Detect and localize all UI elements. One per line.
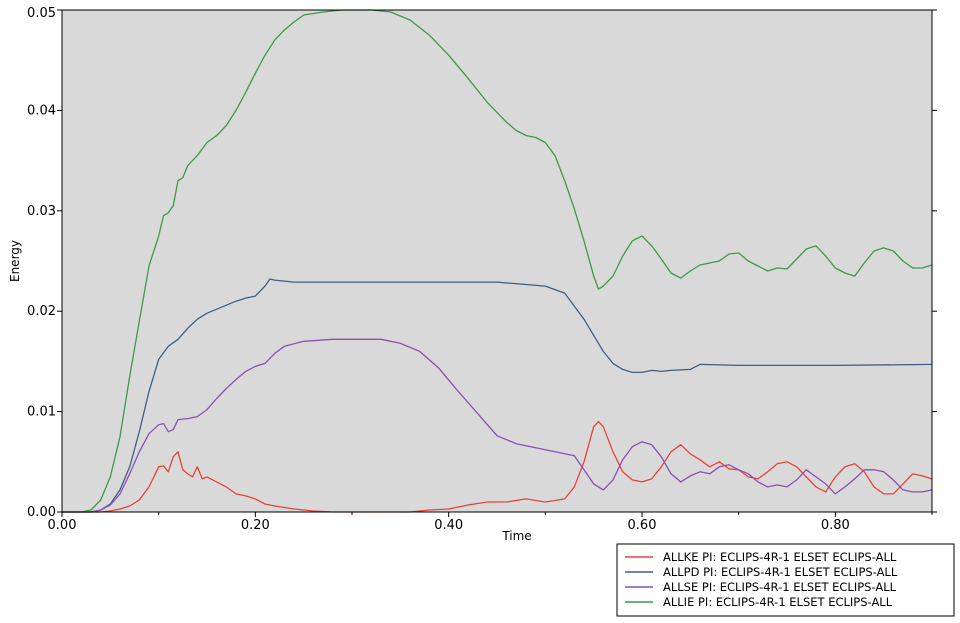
series-line-2 — [62, 278, 933, 513]
series-lines — [62, 9, 933, 513]
series-line-4 — [62, 9, 933, 513]
plot-area — [62, 10, 932, 512]
legend-entry: ALLSE PI: ECLIPS-4R-1 ELSET ECLIPS-ALL — [663, 580, 897, 594]
y-axis-label: Energy — [8, 240, 22, 282]
y-tick-label: 0.05 — [27, 6, 56, 21]
x-tick-label: 0.20 — [241, 518, 270, 533]
y-tick-label: 0.02 — [27, 304, 56, 319]
x-axis: 0.00 0.20 0.40 0.60 0.80 — [48, 512, 933, 533]
y-tick-label: 0.04 — [27, 103, 56, 118]
y-tick-label: 0.01 — [27, 405, 56, 420]
y-tick-label: 0.03 — [27, 204, 56, 219]
x-tick-label: 0.40 — [434, 518, 463, 533]
legend-box — [616, 543, 955, 617]
legend-entry: ALLKE PI: ECLIPS-4R-1 ELSET ECLIPS-ALL — [663, 550, 897, 564]
series-line-3 — [62, 338, 933, 513]
legend-entry: ALLPD PI: ECLIPS-4R-1 ELSET ECLIPS-ALL — [663, 565, 898, 579]
y-tick-label: 0.00 — [27, 505, 56, 520]
y-axis: 0.00 0.01 0.02 0.03 0.04 0.05 — [27, 6, 937, 520]
x-tick-label: 0.00 — [48, 518, 77, 533]
x-tick-label: 0.60 — [628, 518, 657, 533]
legend-entry: ALLIE PI: ECLIPS-4R-1 ELSET ECLIPS-ALL — [663, 595, 893, 609]
plot-frame — [61, 9, 933, 513]
legend: ALLKE PI: ECLIPS-4R-1 ELSET ECLIPS-ALLAL… — [616, 543, 955, 617]
x-axis-label: Time — [501, 529, 531, 543]
series-line-1 — [62, 420, 933, 513]
x-tick-label: 0.80 — [821, 518, 850, 533]
